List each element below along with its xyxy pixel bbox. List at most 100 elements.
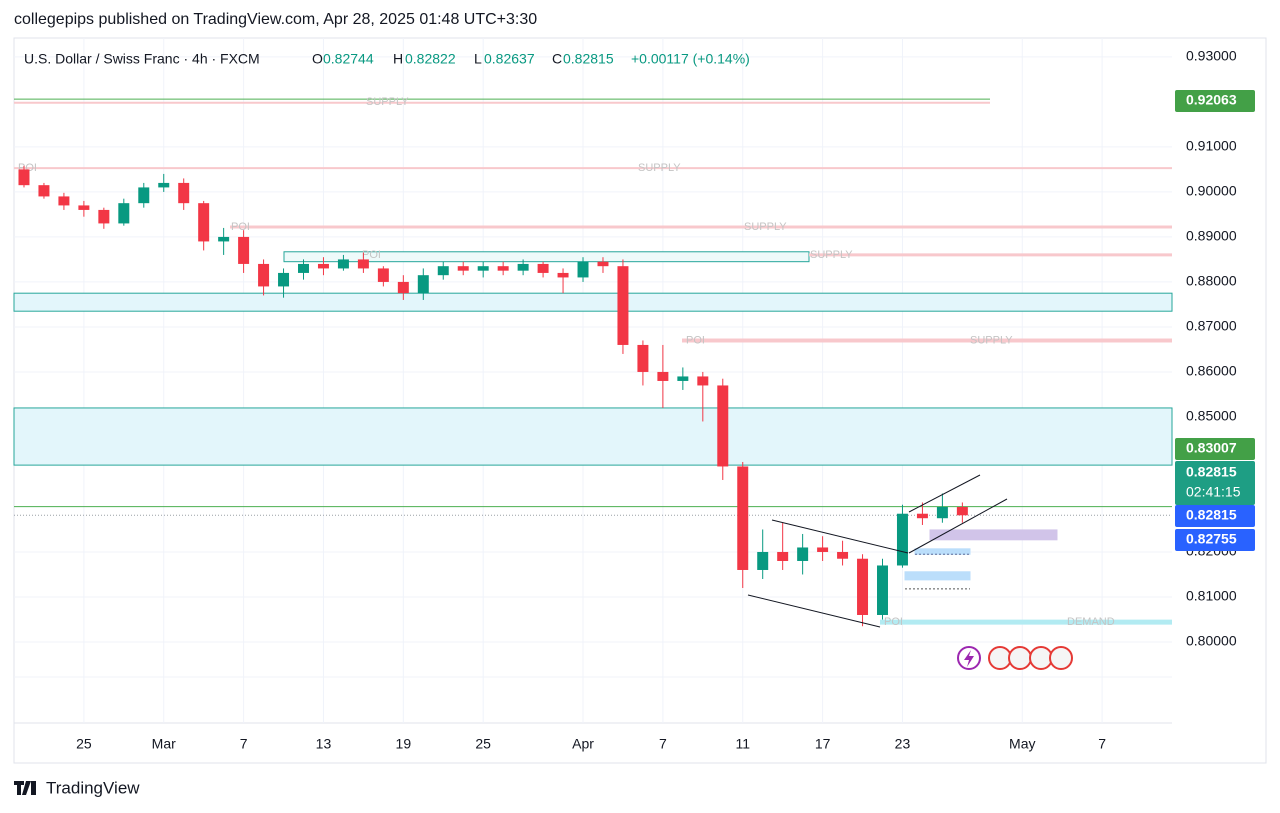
lightning	[964, 650, 974, 667]
close-label: C	[552, 51, 562, 67]
channel-line	[747, 594, 881, 628]
price-badge-label: 0.83007	[1186, 440, 1237, 456]
x-tick-label: 7	[659, 736, 667, 752]
change: +0.00117 (+0.14%)	[631, 51, 750, 67]
y-tick-label: 0.90000	[1186, 183, 1237, 199]
symbol: U.S. Dollar / Swiss Franc · 4h · FXCM	[24, 51, 260, 67]
candle-body	[158, 182, 170, 188]
y-tick-label: 0.86000	[1186, 363, 1237, 379]
candle-body	[278, 272, 290, 287]
candle-body	[956, 506, 968, 516]
y-tick-label: 0.89000	[1186, 228, 1237, 244]
x-tick-label: 23	[895, 736, 911, 752]
candle-body	[537, 263, 549, 273]
close-value: 0.82815	[563, 51, 614, 67]
price-badge	[1175, 90, 1255, 112]
candle-body	[118, 203, 130, 224]
candle-body	[98, 209, 110, 224]
candle-body	[477, 266, 489, 271]
candle-body	[637, 344, 649, 372]
annotation: POI	[231, 221, 250, 233]
candle-body	[877, 565, 888, 615]
zone	[904, 571, 971, 581]
candle-body	[317, 263, 329, 269]
candle-body	[777, 551, 789, 561]
candle-body	[837, 551, 849, 559]
price-badge	[1175, 505, 1255, 527]
candle-body	[437, 266, 449, 276]
candle-body	[557, 272, 569, 278]
annotation: POI	[362, 249, 381, 261]
candle-body	[397, 281, 409, 294]
y-tick-label: 0.91000	[1186, 138, 1237, 154]
x-tick-label: 11	[735, 736, 750, 752]
candle-body	[38, 185, 50, 197]
trendlines	[747, 474, 1008, 628]
candle-body	[377, 268, 389, 282]
high-value: 0.82822	[405, 51, 456, 67]
event-icons	[957, 646, 1073, 670]
low-value: 0.82637	[484, 51, 535, 67]
zone	[914, 548, 971, 555]
brand: TradingView	[46, 778, 140, 797]
zones: SUPPLY POI SUPPLY POI SUPPLY POI SUPPLY POI SUPP…	[13, 96, 1173, 628]
price-badge	[1175, 529, 1255, 551]
candle-body	[737, 466, 749, 570]
annotation: SUPPLY	[810, 249, 853, 261]
event-icon[interactable]	[988, 646, 1012, 670]
candle-body	[797, 547, 809, 561]
low-label: L	[474, 51, 482, 67]
candle-body	[577, 261, 589, 278]
legend: U.S. Dollar / Swiss Franc · 4h · FXCM O …	[24, 51, 750, 67]
price-badge-label: 0.92063	[1186, 92, 1237, 108]
open-label: O	[312, 51, 323, 67]
candle-body	[357, 259, 369, 269]
candle-body	[417, 275, 429, 294]
event-icon[interactable]	[1008, 646, 1032, 670]
countdown: 02:41:15	[1186, 484, 1241, 500]
candle-body	[18, 169, 30, 186]
candle-body	[298, 263, 309, 273]
zone	[13, 292, 1173, 312]
candle-body	[697, 376, 709, 386]
candle-body	[896, 513, 908, 566]
x-tick-label: 19	[396, 736, 412, 752]
y-tick-label: 0.81000	[1186, 588, 1237, 604]
x-tick-label: 25	[475, 736, 491, 752]
candle-body	[497, 266, 509, 271]
axes: 0.93000 0.91000 0.90000 0.89000 0.88000 0.870…	[76, 48, 1255, 752]
annotation: POI	[686, 334, 705, 346]
zone	[929, 529, 1058, 541]
price-badge-label: 0.82815	[1186, 464, 1237, 480]
candle-body	[178, 182, 190, 204]
header: collegepips published on TradingView.com…	[14, 11, 537, 28]
event-icon[interactable]	[1029, 646, 1053, 670]
price-badge	[1175, 461, 1255, 505]
annotation: POI	[884, 616, 903, 628]
annotation: SUPPLY	[366, 96, 409, 108]
candle-body	[78, 205, 90, 210]
candle-body	[238, 236, 250, 264]
zone	[13, 407, 1173, 466]
annotation: SUPPLY	[744, 221, 787, 233]
candle-body	[936, 506, 948, 519]
candle-body	[58, 196, 70, 206]
candle-body	[457, 266, 469, 271]
x-tick-label: Mar	[152, 736, 176, 752]
candle-body	[517, 263, 529, 271]
open-value: 0.82744	[323, 51, 374, 67]
logo-mark	[14, 781, 36, 795]
footer-logo: TradingView	[14, 778, 140, 797]
candle-body	[757, 551, 769, 570]
candle-body	[817, 547, 829, 552]
candle-body	[198, 203, 210, 242]
x-tick-label: 17	[815, 736, 831, 752]
x-tick-label: May	[1009, 736, 1035, 752]
y-tick-label: 0.88000	[1186, 273, 1237, 289]
event-icon[interactable]	[1049, 646, 1073, 670]
channel-line	[771, 519, 909, 554]
x-tick-label: 7	[1098, 736, 1106, 752]
frame	[13, 37, 1267, 764]
